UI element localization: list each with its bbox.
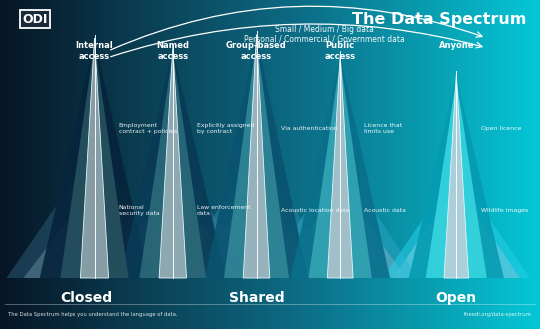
Polygon shape xyxy=(262,160,418,278)
Text: National
security data: National security data xyxy=(119,205,159,216)
Polygon shape xyxy=(383,170,530,278)
Text: Personal / Commercial / Government data: Personal / Commercial / Government data xyxy=(244,35,404,44)
Polygon shape xyxy=(139,53,206,278)
Text: Small / Medium / Big data: Small / Medium / Big data xyxy=(274,25,374,34)
Polygon shape xyxy=(291,56,390,278)
Text: ODI: ODI xyxy=(23,13,48,26)
Text: Law enforcement
data: Law enforcement data xyxy=(197,205,251,216)
Text: The Data Spectrum helps you understand the language of data.: The Data Spectrum helps you understand t… xyxy=(8,312,178,317)
Polygon shape xyxy=(327,54,353,278)
Polygon shape xyxy=(224,39,289,278)
Text: Open: Open xyxy=(436,291,477,305)
Polygon shape xyxy=(159,48,186,278)
Text: Wildlife images: Wildlife images xyxy=(481,208,528,213)
Polygon shape xyxy=(444,74,469,278)
Polygon shape xyxy=(119,49,226,278)
Polygon shape xyxy=(205,36,308,278)
Text: Named
access: Named access xyxy=(156,41,190,61)
Polygon shape xyxy=(308,59,372,278)
Polygon shape xyxy=(6,150,183,278)
Polygon shape xyxy=(274,186,406,278)
Polygon shape xyxy=(409,76,504,278)
Text: Acoustic location data: Acoustic location data xyxy=(281,208,349,213)
Text: Acoustic data: Acoustic data xyxy=(364,208,407,213)
Polygon shape xyxy=(243,35,270,278)
Polygon shape xyxy=(175,149,338,278)
Text: Via authentication: Via authentication xyxy=(281,126,338,131)
Text: Internal
access: Internal access xyxy=(76,41,113,61)
Polygon shape xyxy=(189,186,325,278)
Polygon shape xyxy=(39,39,149,278)
Text: Group-based
access: Group-based access xyxy=(226,41,287,61)
Polygon shape xyxy=(103,186,242,278)
Text: Licence that
limits use: Licence that limits use xyxy=(364,123,403,134)
Text: theodi.org/data-spectrum: theodi.org/data-spectrum xyxy=(464,312,532,317)
Text: Shared: Shared xyxy=(228,291,285,305)
Text: Closed: Closed xyxy=(60,291,112,305)
Polygon shape xyxy=(23,186,165,278)
Text: Employment
contract + policies: Employment contract + policies xyxy=(119,123,177,134)
Text: Anyone: Anyone xyxy=(438,41,474,50)
Polygon shape xyxy=(60,43,129,278)
Polygon shape xyxy=(393,186,520,278)
Text: Explicitly assigned
by contract: Explicitly assigned by contract xyxy=(197,123,254,134)
Polygon shape xyxy=(426,79,487,278)
Polygon shape xyxy=(88,156,258,278)
Text: Public
access: Public access xyxy=(325,41,356,61)
Text: The Data Spectrum: The Data Spectrum xyxy=(352,12,526,27)
Polygon shape xyxy=(80,38,109,278)
Text: Open licence: Open licence xyxy=(481,126,521,131)
